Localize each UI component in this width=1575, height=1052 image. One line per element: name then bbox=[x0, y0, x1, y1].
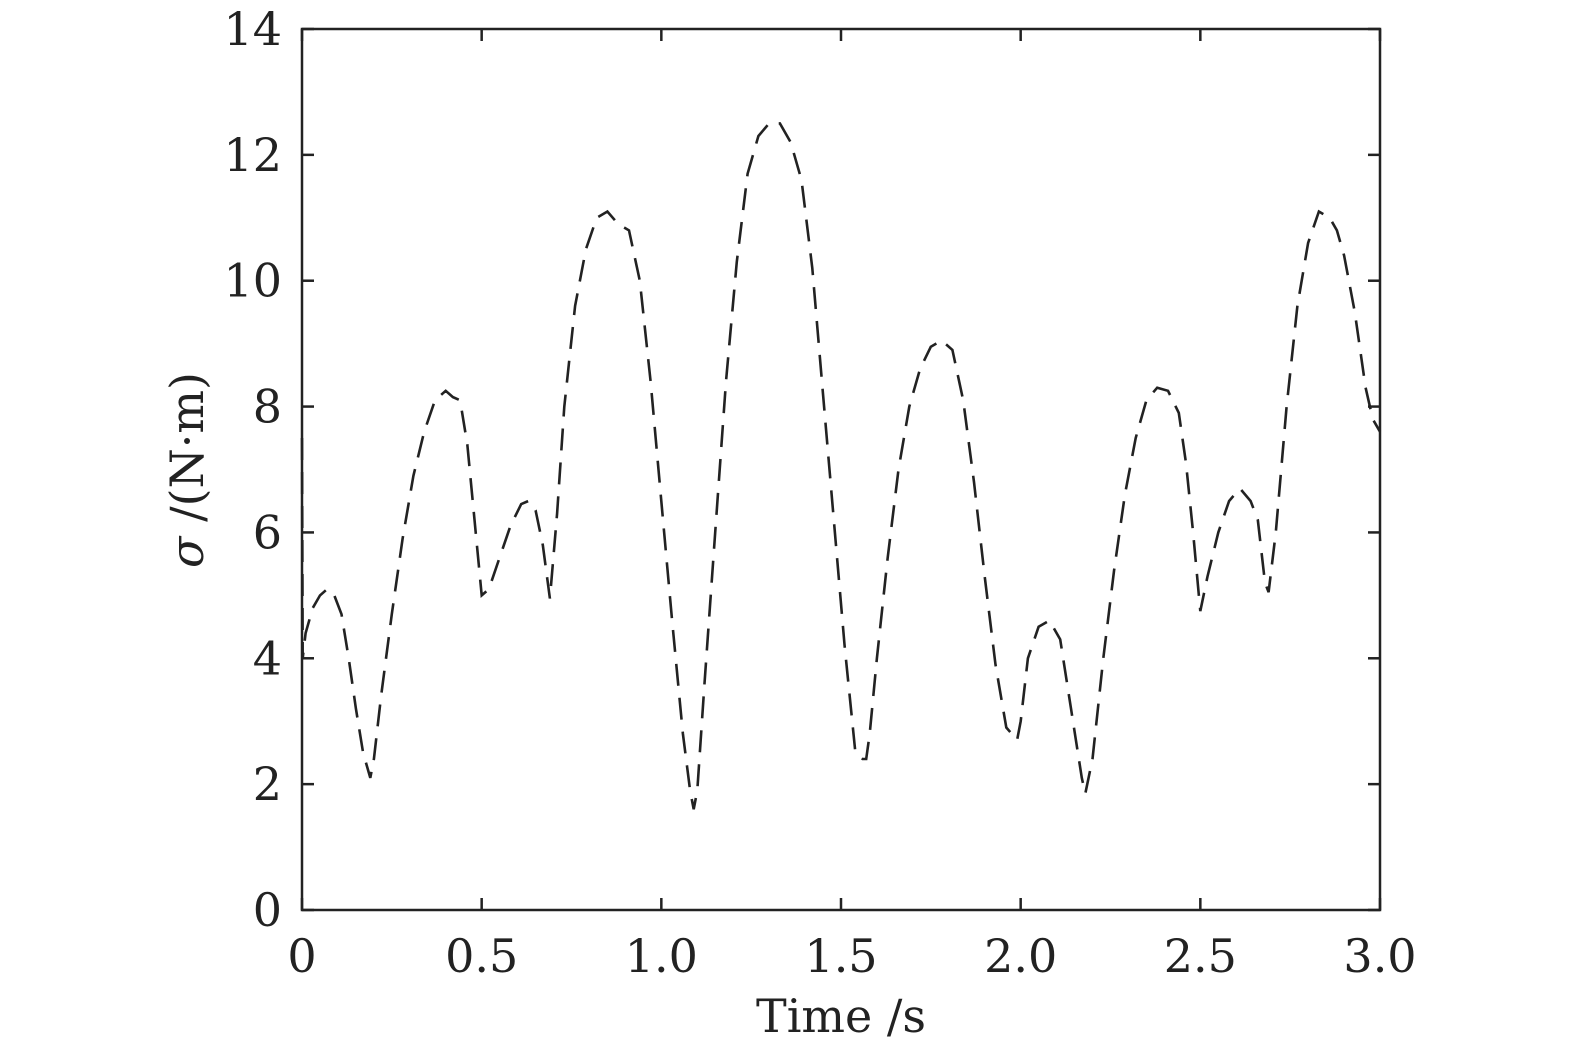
x-tick-label: 3.0 bbox=[1343, 929, 1416, 983]
x-tick-label: 1.0 bbox=[625, 929, 698, 983]
x-tick-label: 2.0 bbox=[984, 929, 1057, 983]
series-line bbox=[300, 122, 1382, 810]
y-tick-label: 14 bbox=[223, 2, 282, 56]
y-tick-label: 0 bbox=[253, 883, 282, 937]
y-axis-ticks: 0 2 4 6 8 10 12 14 bbox=[223, 2, 1380, 937]
x-axis-title: Time /s bbox=[756, 989, 926, 1043]
y-tick-label: 10 bbox=[223, 254, 282, 308]
plot-frame bbox=[300, 27, 1382, 912]
x-tick-label: 1.5 bbox=[804, 929, 877, 983]
y-tick-label: 2 bbox=[253, 757, 282, 811]
x-tick-label: 0 bbox=[287, 929, 316, 983]
y-tick-label: 4 bbox=[253, 631, 282, 685]
y-tick-label: 8 bbox=[253, 380, 282, 434]
y-tick-label: 12 bbox=[223, 128, 282, 182]
x-tick-label: 0.5 bbox=[445, 929, 518, 983]
plot-area bbox=[300, 27, 1382, 912]
y-axis-title: σ /(N·m) bbox=[160, 372, 214, 568]
y-axis-unit: /(N·m) bbox=[160, 372, 214, 537]
x-tick-label: 2.5 bbox=[1164, 929, 1237, 983]
y-axis-symbol: σ bbox=[160, 535, 214, 568]
x-axis-ticks: 0 0.5 1.0 1.5 2.0 2.5 3.0 bbox=[287, 29, 1417, 983]
y-tick-label: 6 bbox=[253, 505, 282, 559]
